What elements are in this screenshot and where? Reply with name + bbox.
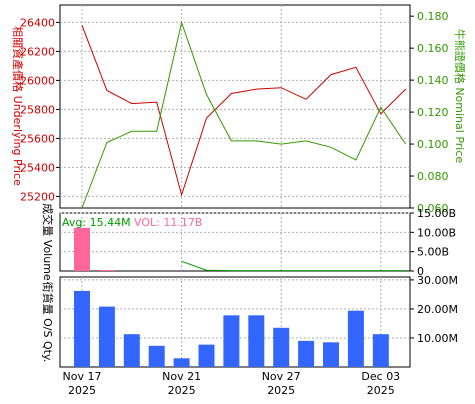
y-right-tick-label: 0.160 [417,42,449,55]
x-tick-year: 2025 [168,384,196,397]
underlying-price-line [81,25,407,197]
qty-bar [273,327,290,367]
x-tick-label: Nov 21 [162,370,201,383]
y-right-tick-label: 0.180 [417,10,449,23]
y-left-tick-label: 26400 [20,16,55,29]
price-panel-frame [59,4,411,209]
y-left-tick-label: 25200 [20,190,55,203]
vol-label: VOL: 11.17B [134,216,202,229]
x-tick-label: Nov 27 [262,370,301,383]
qty-bar [148,345,165,367]
volume-bar [98,270,115,271]
volume-tick-label: 10.00B [417,226,456,239]
x-tick-year: 2025 [367,384,395,397]
qty-bar [173,358,190,367]
volume-tick-label: 5.00B [417,246,449,259]
qty-bar [298,340,315,367]
volume-tick-label: 0 [417,265,424,278]
volume-tick-label: 15.00B [417,207,456,220]
y-right-tick-label: 0.060 [417,202,449,215]
qty-bar [98,306,115,367]
x-tick-year: 2025 [68,384,96,397]
y-left-tick-label: 25400 [20,161,55,174]
qty-bar [74,290,90,367]
nominal-price-line [81,20,407,209]
qty-bar [323,342,339,367]
nominal-axis-label: 牛熊證價格 Nominal Price [453,29,467,164]
avg-volume-line [181,260,406,272]
qty-axis-label: 街貨量 O/S Qty. [41,282,55,363]
qty-tick-label: 10.00M [417,332,458,345]
qty-bar [223,315,240,367]
y-left-tick-label: 26000 [20,74,55,87]
qty-bar [248,315,265,367]
y-right-tick-label: 0.100 [417,138,449,151]
y-right-tick-label: 0.080 [417,170,449,183]
qty-tick-label: 30.00M [417,274,458,287]
y-left-tick-label: 25800 [20,103,55,116]
y-right-tick-label: 0.120 [417,106,449,119]
qty-bar [123,334,140,367]
qty-bar [347,310,364,367]
y-left-tick-label: 26200 [20,45,55,58]
volume-axis-label: 成交量 Volume [41,203,55,281]
volume-bar [74,227,90,271]
qty-tick-label: 20.00M [417,303,458,316]
qty-bar [372,334,389,367]
qty-bar [198,344,215,367]
x-tick-label: Dec 03 [361,370,400,383]
underlying-axis-label: 相關資產價格 Underlying Price [11,26,25,186]
avg-volume-label: Avg: 15.44M [62,216,131,229]
y-right-tick-label: 0.140 [417,74,449,87]
y-left-tick-label: 25600 [20,132,55,145]
x-tick-year: 2025 [267,384,295,397]
x-tick-label: Nov 17 [63,370,102,383]
